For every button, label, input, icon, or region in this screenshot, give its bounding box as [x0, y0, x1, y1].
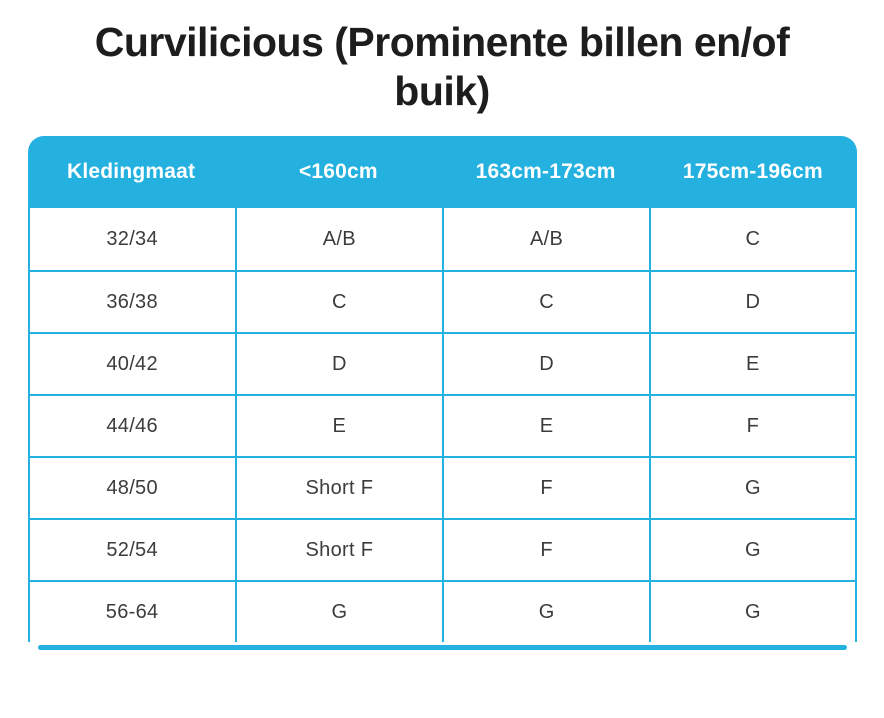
table-cell-cup: D [442, 332, 650, 395]
table-row: 48/50 Short F F G [27, 456, 857, 519]
table-row: 56-64 G G G [27, 580, 857, 643]
table-cell-cup: Short F [234, 518, 442, 581]
table-cell-cup: C [234, 270, 442, 333]
table-cell-cup: G [442, 580, 650, 643]
table-cell-cup: E [234, 394, 442, 457]
table-bottom-border [37, 645, 847, 651]
page-title-line2: buik) [394, 68, 490, 115]
table-row: 32/34 A/B A/B C [27, 208, 857, 271]
table-cell-size: 56-64 [27, 580, 235, 643]
table-cell-cup: D [234, 332, 442, 395]
table-row: 52/54 Short F F G [27, 518, 857, 581]
size-chart: Kledingmaat <160cm 163cm-173cm 175cm-196… [27, 136, 857, 651]
table-row: 40/42 D D E [27, 332, 857, 395]
page-title: Curvilicious (Prominente billen en/of bu… [12, 18, 872, 116]
table-cell-cup: E [442, 394, 650, 457]
table-cell-size: 52/54 [27, 518, 235, 581]
size-chart-table: Kledingmaat <160cm 163cm-173cm 175cm-196… [27, 136, 857, 643]
table-cell-cup: G [649, 518, 857, 581]
table-row: 36/38 C C D [27, 270, 857, 333]
table-cell-cup: G [234, 580, 442, 643]
page-title-line1: Curvilicious (Prominente billen en/of [94, 19, 790, 65]
table-cell-cup: F [442, 518, 650, 581]
table-cell-size: 36/38 [27, 270, 235, 333]
column-header-under-160cm: <160cm [234, 136, 442, 209]
table-cell-cup: Short F [234, 456, 442, 519]
table-cell-cup: C [442, 270, 650, 333]
table-cell-cup: G [649, 580, 857, 643]
table-cell-cup: E [649, 332, 857, 395]
table-cell-cup: D [649, 270, 857, 333]
column-header-kledingmaat: Kledingmaat [27, 136, 235, 209]
table-cell-cup: A/B [442, 208, 650, 271]
table-cell-size: 48/50 [27, 456, 235, 519]
table-cell-cup: F [649, 394, 857, 457]
table-cell-cup: C [649, 208, 857, 271]
table-cell-cup: G [649, 456, 857, 519]
table-cell-size: 44/46 [27, 394, 235, 457]
header-row: Kledingmaat <160cm 163cm-173cm 175cm-196… [27, 136, 857, 209]
table-cell-cup: F [442, 456, 650, 519]
table-row: 44/46 E E F [27, 394, 857, 457]
column-header-175-196cm: 175cm-196cm [649, 136, 857, 209]
table-cell-size: 32/34 [27, 208, 235, 271]
table-cell-cup: A/B [234, 208, 442, 271]
table-cell-size: 40/42 [27, 332, 235, 395]
column-header-163-173cm: 163cm-173cm [442, 136, 650, 209]
